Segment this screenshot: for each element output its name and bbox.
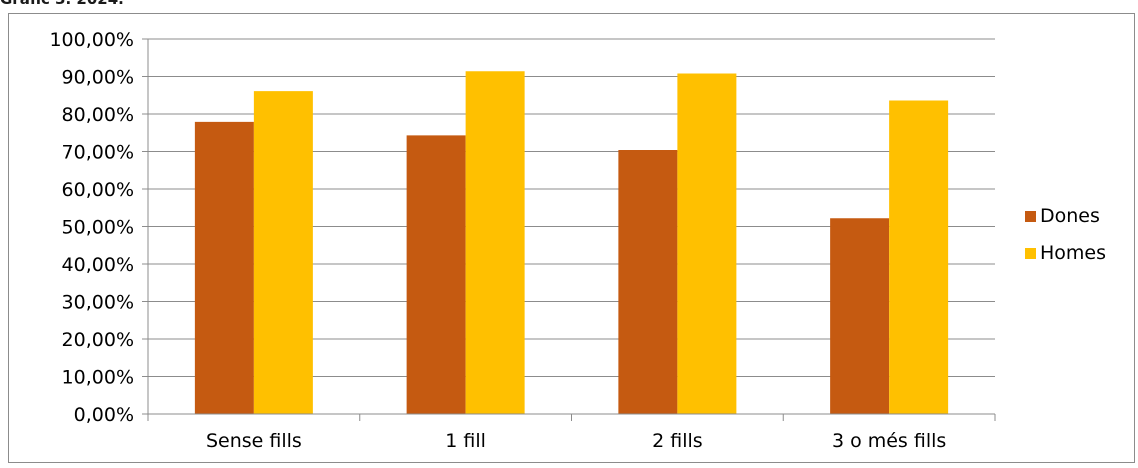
y-tick-label: 30,00% xyxy=(62,292,134,314)
bar-homes-2 xyxy=(677,73,737,414)
legend-item-homes: Homes xyxy=(1025,242,1106,264)
y-tick-label: 100,00% xyxy=(49,29,134,51)
bar-dones-0 xyxy=(194,121,254,414)
legend-label-dones: Dones xyxy=(1040,205,1100,227)
y-tick-label: 90,00% xyxy=(62,67,134,89)
legend-label-homes: Homes xyxy=(1040,242,1107,264)
header-text: Gràfic 3. 2024. xyxy=(0,0,124,8)
bar-dones-1 xyxy=(406,135,466,414)
y-tick-label: 20,00% xyxy=(62,329,134,351)
x-tick-label: 2 fills xyxy=(652,430,703,452)
legend-swatch-homes xyxy=(1025,247,1036,259)
bar-homes-0 xyxy=(253,91,313,414)
x-tick-label: 1 fill xyxy=(445,430,486,452)
y-tick-label: 60,00% xyxy=(62,179,134,201)
bar-homes-1 xyxy=(465,71,525,414)
y-tick-label: 70,00% xyxy=(62,142,134,164)
x-tick-label: 3 o més fills xyxy=(832,430,946,452)
bar-dones-3 xyxy=(830,218,890,414)
y-tick-label: 10,00% xyxy=(62,367,134,389)
y-tick-label: 0,00% xyxy=(74,404,134,426)
x-tick-label: Sense fills xyxy=(206,430,302,452)
legend-swatch-dones xyxy=(1025,210,1036,222)
y-tick-label: 80,00% xyxy=(62,104,134,126)
chart-legend: Dones Homes xyxy=(1025,205,1106,279)
bar-homes-3 xyxy=(889,100,949,414)
legend-item-dones: Dones xyxy=(1025,205,1106,227)
y-tick-label: 40,00% xyxy=(62,254,134,276)
y-tick-label: 50,00% xyxy=(62,217,134,239)
bar-dones-2 xyxy=(618,150,678,414)
